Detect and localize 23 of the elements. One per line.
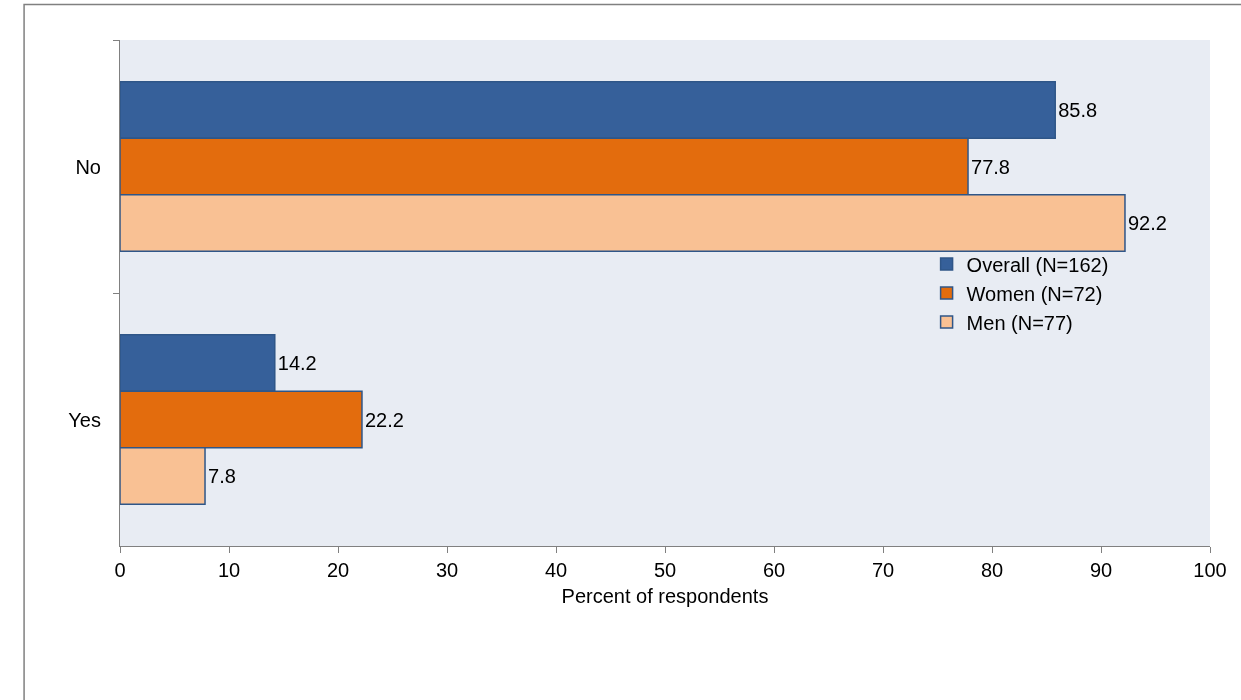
x-tick-label: 50: [653, 559, 677, 581]
data-label: 92.2: [1127, 212, 1167, 235]
y-tick-label: Yes: [68, 408, 101, 431]
x-tick-label: 80: [980, 559, 1004, 581]
x-tick-label: 0: [114, 559, 126, 581]
x-tick-label: 40: [544, 559, 568, 581]
y-tick-label: No: [75, 155, 101, 178]
legend-label: Men (N=77): [966, 311, 1073, 334]
x-tick-label: 30: [435, 559, 459, 581]
data-label: 77.8: [971, 155, 1010, 178]
x-axis-title: Percent of respondents: [561, 584, 769, 607]
x-tick-label: 90: [1089, 559, 1113, 581]
data-label: 22.2: [364, 408, 404, 431]
x-tick-label: 60: [762, 559, 786, 581]
x-tick-label: 10: [217, 559, 241, 581]
data-label: 85.8: [1058, 99, 1098, 121]
x-tick-label: 100: [1193, 559, 1227, 581]
x-tick-label: 70: [871, 559, 895, 581]
data-label: 7.8: [208, 465, 236, 488]
legend-label: Overall (N=162): [966, 253, 1109, 276]
x-tick-label: 20: [326, 559, 350, 581]
data-label: 14.2: [277, 352, 317, 374]
legend-label: Women (N=72): [966, 282, 1103, 305]
